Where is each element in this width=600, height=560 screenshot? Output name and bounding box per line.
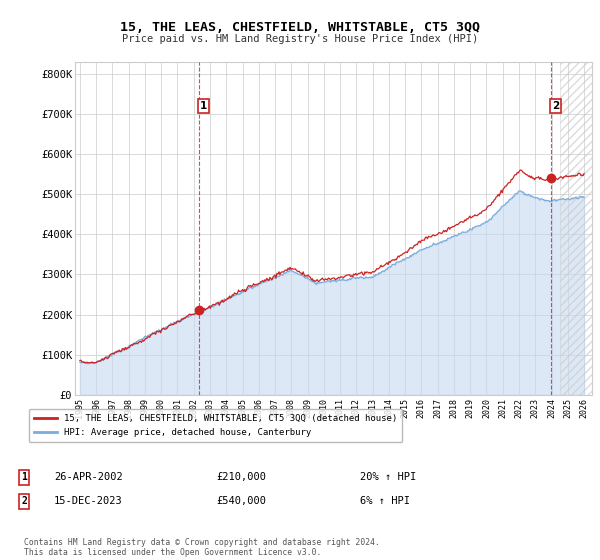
Text: Price paid vs. HM Land Registry's House Price Index (HPI): Price paid vs. HM Land Registry's House … <box>122 34 478 44</box>
Text: Contains HM Land Registry data © Crown copyright and database right 2024.
This d: Contains HM Land Registry data © Crown c… <box>24 538 380 557</box>
Text: 2: 2 <box>21 496 27 506</box>
Text: 15-DEC-2023: 15-DEC-2023 <box>54 496 123 506</box>
Text: 6% ↑ HPI: 6% ↑ HPI <box>360 496 410 506</box>
Text: 2: 2 <box>552 101 559 111</box>
Text: £210,000: £210,000 <box>216 472 266 482</box>
Text: 15, THE LEAS, CHESTFIELD, WHITSTABLE, CT5 3QQ: 15, THE LEAS, CHESTFIELD, WHITSTABLE, CT… <box>120 21 480 34</box>
Text: £540,000: £540,000 <box>216 496 266 506</box>
Text: 26-APR-2002: 26-APR-2002 <box>54 472 123 482</box>
Legend: 15, THE LEAS, CHESTFIELD, WHITSTABLE, CT5 3QQ (detached house), HPI: Average pri: 15, THE LEAS, CHESTFIELD, WHITSTABLE, CT… <box>29 409 403 442</box>
Text: 1: 1 <box>200 101 207 111</box>
Text: 1: 1 <box>21 472 27 482</box>
Text: 20% ↑ HPI: 20% ↑ HPI <box>360 472 416 482</box>
